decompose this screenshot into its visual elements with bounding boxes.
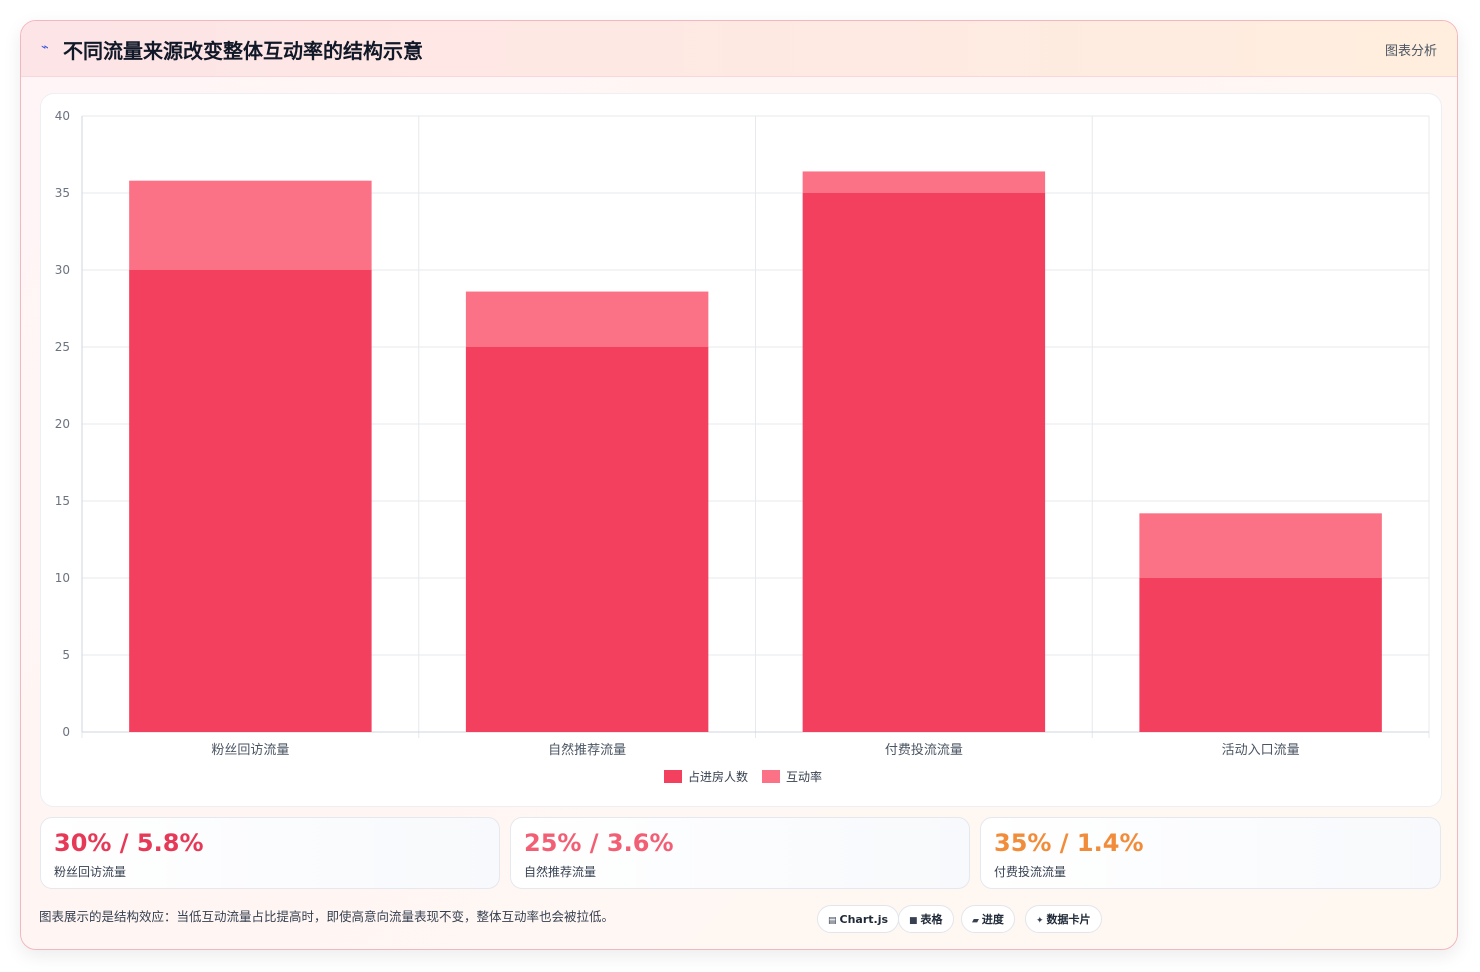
chart-card: ⌁ 不同流量来源改变整体互动率的结构示意 图表分析 0 5 10 15 20 25 30 35… <box>20 20 1458 950</box>
stat-label: 付费投流流量 <box>994 865 1067 879</box>
y-tick-label: 15 <box>55 494 70 508</box>
y-tick-label: 35 <box>55 186 70 200</box>
chartjs-pill[interactable]: ▤ Chart.js <box>817 905 900 933</box>
y-tick-label: 10 <box>55 571 70 585</box>
footer-note: 图表展示的是结构效应：当低互动流量占比提高时，即使高意向流量表现不变，整体互动率… <box>39 909 615 924</box>
sparkle-icon: ✦ <box>1036 916 1044 926</box>
pill-label: Chart.js <box>839 913 889 926</box>
y-tick-label: 25 <box>55 340 70 354</box>
legend-label: 互动率 <box>786 769 822 784</box>
chart-icon: ▤ <box>828 916 837 926</box>
stat-value: 35% / 1.4% <box>994 829 1144 857</box>
stat-label: 粉丝回访流量 <box>54 865 127 879</box>
stat-card-organic: 25% / 3.6% 自然推荐流量 <box>510 817 970 889</box>
x-tick-label: 付费投流流量 <box>885 742 963 758</box>
pill-label: 数据卡片 <box>1046 913 1091 926</box>
pill-label: 进度 <box>981 913 1004 926</box>
y-tick-label: 20 <box>55 417 70 431</box>
stat-value: 25% / 3.6% <box>524 829 674 857</box>
stat-value: 30% / 5.8% <box>54 829 204 857</box>
stacked-bar-chart: 0 5 10 15 20 25 30 35 40 粉丝回访流量 自然推荐流量 付费投流流量 活动入口流量… <box>55 109 1430 784</box>
x-tick-label: 自然推荐流量 <box>548 742 626 758</box>
chart-area: 0 5 10 15 20 25 30 35 40 粉丝回访流量 自然推荐流量 付费投流流量 活动入口流量… <box>40 93 1442 807</box>
bar-base-segment <box>802 193 1046 732</box>
table-pill[interactable]: ■ 表格 <box>898 905 954 933</box>
x-tick-label: 活动入口流量 <box>1222 743 1300 758</box>
stat-card-fans: 30% / 5.8% 粉丝回访流量 <box>40 817 500 889</box>
card-title: 不同流量来源改变整体互动率的结构示意 <box>63 39 423 63</box>
bar-base-segment <box>465 347 709 732</box>
pill-label: 表格 <box>920 913 943 926</box>
legend-swatch <box>762 770 780 783</box>
bar-rate-segment <box>1139 513 1382 578</box>
card-header: ⌁ 不同流量来源改变整体互动率的结构示意 图表分析 <box>21 21 1457 77</box>
legend-label: 占进房人数 <box>688 769 748 784</box>
stat-label: 自然推荐流量 <box>524 865 597 879</box>
table-icon: ■ <box>909 916 918 926</box>
progress-icon: ▰ <box>972 916 979 926</box>
bar-rate-segment <box>129 180 372 270</box>
legend-swatch <box>664 770 682 783</box>
progress-pill[interactable]: ▰ 进度 <box>961 905 1015 933</box>
stat-card-paid: 35% / 1.4% 付费投流流量 <box>980 817 1441 889</box>
bar-base-segment <box>1139 578 1382 732</box>
x-tick-label: 粉丝回访流量 <box>211 743 289 758</box>
y-tick-label: 30 <box>55 263 70 277</box>
bar-rate-segment <box>802 171 1046 193</box>
chart-analysis-tag[interactable]: 图表分析 <box>1384 44 1437 59</box>
bar-rate-segment <box>465 291 709 347</box>
y-tick-label: 5 <box>62 648 70 662</box>
bar-base-segment <box>129 270 372 732</box>
data-card-pill[interactable]: ✦ 数据卡片 <box>1025 905 1102 933</box>
trend-icon: ⌁ <box>41 40 49 55</box>
y-tick-label: 40 <box>55 109 70 123</box>
y-tick-label: 0 <box>62 725 70 739</box>
